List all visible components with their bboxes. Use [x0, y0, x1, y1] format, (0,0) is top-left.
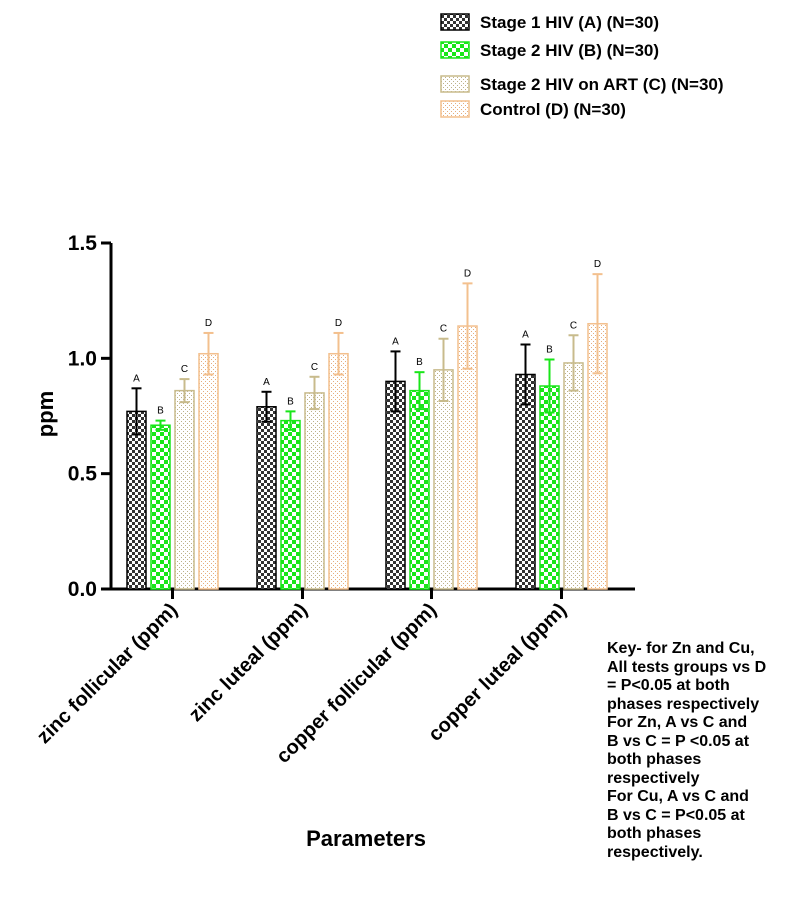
significance-label-a: A — [263, 377, 270, 388]
legend-swatch-d — [440, 100, 470, 118]
y-axis-title: ppm — [33, 391, 58, 437]
bar-b — [539, 385, 560, 590]
legend: Stage 1 HIV (A) (N=30) Stage 2 HIV (B) (N… — [440, 13, 724, 119]
key-note-line: respectively — [607, 769, 700, 787]
significance-label-b: B — [416, 357, 423, 368]
error-bar-d — [592, 273, 603, 375]
key-note-line: respectively. — [607, 843, 703, 861]
error-bar-d — [203, 331, 214, 376]
error-bar-a — [261, 390, 272, 423]
bar-d — [328, 352, 349, 590]
error-bar-b — [155, 419, 166, 431]
bar-a — [385, 380, 406, 590]
bar-b — [280, 419, 301, 590]
error-bar-b — [414, 371, 425, 411]
bar-a — [515, 373, 536, 590]
legend-swatch-a — [440, 13, 470, 31]
significance-label-b: B — [287, 396, 294, 407]
error-bar-d — [462, 282, 473, 370]
legend-label-b: Stage 2 HIV (B) (N=30) — [480, 41, 659, 60]
error-bar-c — [438, 337, 449, 403]
key-note-line: All tests groups vs D — [607, 658, 767, 676]
significance-label-d: D — [594, 259, 601, 270]
significance-label-c: C — [440, 324, 447, 335]
key-note-line: both phases — [607, 751, 702, 768]
legend-label-a: Stage 1 HIV (A) (N=30) — [480, 13, 659, 32]
significance-label-b: B — [546, 344, 553, 355]
significance-label-c: C — [181, 364, 188, 375]
x-category-label: copper luteal (ppm) — [424, 599, 571, 746]
bar-b — [409, 389, 430, 590]
x-category-label: zinc luteal (ppm) — [185, 599, 312, 726]
key-note-line: = P<0.05 at both — [607, 677, 730, 694]
legend-swatch-c — [440, 75, 470, 93]
key-note-line: Key- for Zn and Cu, — [607, 640, 755, 657]
legend-label-d: Control (D) (N=30) — [480, 100, 626, 119]
y-tick-label: 1.0 — [68, 347, 97, 370]
bar-c — [433, 369, 454, 590]
significance-label-a: A — [522, 329, 529, 340]
bar-b — [150, 424, 171, 590]
key-note-line: phases respectively — [607, 695, 760, 713]
significance-label-c: C — [570, 320, 577, 331]
legend-label-c: Stage 2 HIV on ART (C) (N=30) — [480, 75, 724, 94]
key-note-line: B vs C = P <0.05 at — [607, 732, 750, 750]
y-tick-label: 0.0 — [68, 578, 97, 601]
error-bar-a — [520, 343, 531, 406]
significance-label-c: C — [311, 362, 318, 373]
bar-c — [174, 389, 195, 590]
legend-swatch-b — [440, 41, 470, 59]
significance-label-d: D — [205, 318, 212, 329]
error-bar-b — [544, 358, 555, 414]
bar-c — [304, 392, 325, 590]
bar-c — [563, 362, 584, 590]
bar-a — [256, 406, 277, 590]
key-note-line: B vs C = P<0.05 at — [607, 806, 745, 824]
error-bar-c — [568, 334, 579, 392]
error-bar-c — [309, 375, 320, 411]
error-bar-a — [390, 350, 401, 413]
significance-label-a: A — [392, 336, 399, 347]
x-axis-title: Parameters — [306, 826, 426, 851]
error-bar-b — [285, 410, 296, 431]
significance-label-d: D — [335, 318, 342, 329]
bar-a — [126, 410, 147, 590]
bar-d — [198, 352, 219, 590]
significance-label-a: A — [133, 373, 140, 384]
x-category-label: zinc follicular (ppm) — [33, 599, 182, 748]
key-note: Key- for Zn and Cu, All tests groups vs D… — [607, 640, 795, 862]
key-note-line: For Zn, A vs C and — [607, 714, 748, 731]
significance-label-b: B — [157, 406, 164, 417]
key-note-line: For Cu, A vs C and — [607, 788, 749, 805]
key-note-line: both phases — [607, 825, 702, 842]
error-bar-d — [333, 331, 344, 376]
y-tick-label: 0.5 — [68, 463, 98, 486]
significance-label-d: D — [464, 268, 471, 279]
error-bar-a — [131, 387, 142, 436]
y-tick-label: 1.5 — [68, 232, 98, 255]
error-bar-c — [179, 378, 190, 404]
